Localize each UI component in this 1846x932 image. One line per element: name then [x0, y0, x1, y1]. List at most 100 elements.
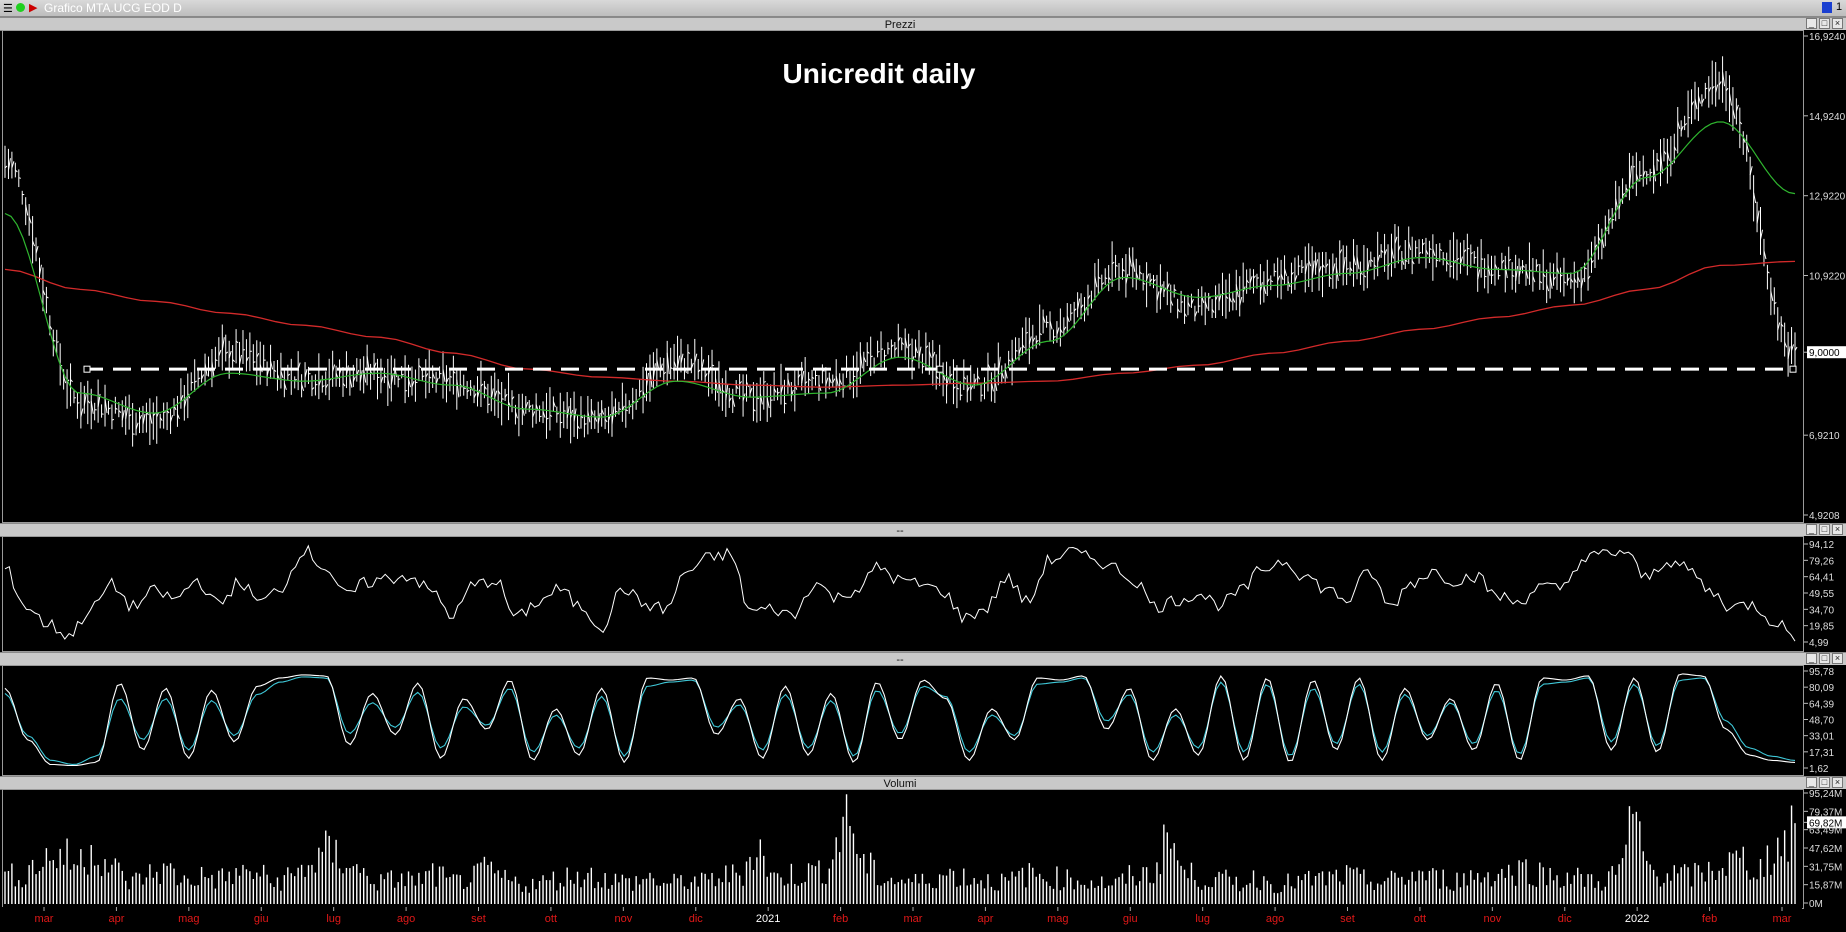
window-icon[interactable]: [1822, 2, 1832, 13]
date-axis-label: feb: [833, 913, 848, 925]
rsi-line: [5, 546, 1795, 641]
date-axis-label: nov: [1483, 913, 1501, 925]
price-chart: Unicredit daily: [3, 31, 1803, 522]
minimize-button[interactable]: _: [1806, 524, 1817, 535]
volume-axis-tick-label: 31,75M: [1809, 862, 1842, 873]
stoch-axis-tick-label: 33,01: [1809, 732, 1834, 743]
price-axis-tick-label: 6,9210: [1809, 431, 1840, 442]
price-bar-tick: [1071, 313, 1073, 314]
price-axis-tick-label: 16,9240: [1809, 32, 1846, 43]
close-button[interactable]: ×: [1832, 777, 1843, 788]
stoch-d-line: [5, 677, 1795, 765]
maximize-button[interactable]: □: [1819, 18, 1830, 29]
maximize-button[interactable]: □: [1819, 777, 1830, 788]
date-axis-label: feb: [1702, 913, 1717, 925]
menu-icon[interactable]: ☰: [3, 2, 13, 15]
price-bar-tick: [784, 403, 786, 404]
date-axis-label: ott: [1414, 913, 1426, 925]
support-line-handle: [84, 366, 90, 372]
price-axis-tick-label: 4,9208: [1809, 511, 1840, 521]
stoch-chart: [3, 666, 1803, 775]
date-axis: mar apr mag giu lug ago set ott nov dic 2021 feb mar…: [2, 907, 1802, 927]
volume-axis-tick-label: 0M: [1809, 899, 1823, 907]
volume-axis-tick-label: 63,49M: [1809, 826, 1842, 837]
volume-axis-tick-label: 95,24M: [1809, 789, 1842, 800]
date-axis-label: giu: [1123, 913, 1138, 925]
date-axis-label: set: [471, 913, 486, 925]
price-bar-tick: [191, 382, 193, 383]
close-button[interactable]: ×: [1832, 524, 1843, 535]
date-axis-label: lug: [326, 913, 341, 925]
price-axis: 16,9240 14,9240 12,9220 10,9220 9,0000 6,9210…: [1804, 30, 1846, 521]
price-bar-tick: [1647, 175, 1649, 176]
date-axis-label: mar: [1773, 913, 1792, 925]
stoch-axis-tick-label: 17,31: [1809, 748, 1834, 759]
maximize-button[interactable]: □: [1819, 524, 1830, 535]
minimize-button[interactable]: _: [1806, 653, 1817, 664]
maximize-button[interactable]: □: [1819, 653, 1830, 664]
rsi-axis-tick-label: 94,12: [1809, 540, 1834, 551]
price-axis-tick-label: 14,9240: [1809, 112, 1846, 123]
window-title: Grafico MTA.UCG EOD D: [44, 1, 182, 15]
date-axis-label: nov: [614, 913, 632, 925]
sma-short-line: [5, 122, 1795, 417]
price-bar-tick: [1047, 322, 1049, 323]
status-dot-icon: [16, 3, 25, 12]
date-axis-label: mar: [904, 913, 923, 925]
stoch-axis-tick-label: 95,78: [1809, 667, 1834, 678]
price-bar-tick: [450, 377, 452, 378]
support-line-handle: [937, 366, 943, 372]
close-button[interactable]: ×: [1832, 653, 1843, 664]
volume-panel-header: Volumi _ □ ×: [0, 776, 1846, 790]
price-axis-tick-label: 9,0000: [1809, 348, 1840, 359]
play-icon[interactable]: ▶: [29, 1, 37, 14]
rsi-axis-tick-label: 34,70: [1809, 605, 1834, 616]
window-number: 1: [1836, 1, 1842, 13]
date-axis-label: apr: [108, 913, 124, 925]
stoch-panel: [2, 665, 1804, 776]
price-bar-tick: [557, 414, 559, 415]
price-bar-tick: [540, 416, 542, 417]
price-axis-tick-label: 10,9220: [1809, 272, 1846, 283]
date-axis-label: mag: [1047, 913, 1068, 925]
close-button[interactable]: ×: [1832, 18, 1843, 29]
rsi-panel-header: -- _ □ ×: [0, 523, 1846, 537]
price-axis-tick-label: 12,9220: [1809, 192, 1846, 203]
chart-title: Unicredit daily: [783, 58, 976, 89]
price-bar-tick: [1181, 302, 1183, 303]
support-line-handle: [1790, 366, 1796, 372]
date-axis-label: set: [1340, 913, 1355, 925]
window-titlebar: ☰ ▶ Grafico MTA.UCG EOD D 1: [0, 0, 1846, 17]
price-panel-header: Prezzi _ □ ×: [0, 17, 1846, 31]
stoch-axis-tick-label: 64,39: [1809, 699, 1834, 710]
minimize-button[interactable]: _: [1806, 777, 1817, 788]
date-axis-label: ott: [545, 913, 557, 925]
date-axis-label: dic: [689, 913, 704, 925]
price-bar-tick: [398, 379, 400, 380]
volume-axis-tick-label: 47,62M: [1809, 844, 1842, 855]
date-axis-label: ago: [1266, 913, 1284, 925]
price-bar-tick: [57, 342, 59, 343]
rsi-axis-tick-label: 19,85: [1809, 622, 1834, 633]
stoch-panel-header: -- _ □ ×: [0, 652, 1846, 666]
date-axis-label: mag: [178, 913, 199, 925]
price-bar-tick: [564, 411, 566, 412]
stoch-k-line: [5, 674, 1795, 766]
volume-axis-tick-label: 15,87M: [1809, 881, 1842, 892]
date-axis-label: 2021: [756, 913, 780, 925]
rsi-axis-tick-label: 49,55: [1809, 589, 1834, 600]
rsi-panel: [2, 536, 1804, 652]
rsi-chart: [3, 537, 1803, 651]
date-axis-label: mar: [35, 913, 54, 925]
rsi-axis-tick-label: 64,41: [1809, 573, 1834, 584]
price-bar-tick: [77, 403, 79, 404]
volume-panel: [2, 789, 1804, 909]
date-axis-label: ago: [397, 913, 415, 925]
minimize-button[interactable]: _: [1806, 18, 1817, 29]
price-bar-tick: [584, 424, 586, 425]
price-bar-tick: [253, 362, 255, 363]
date-axis-label: apr: [977, 913, 993, 925]
price-bar-tick: [764, 382, 766, 383]
